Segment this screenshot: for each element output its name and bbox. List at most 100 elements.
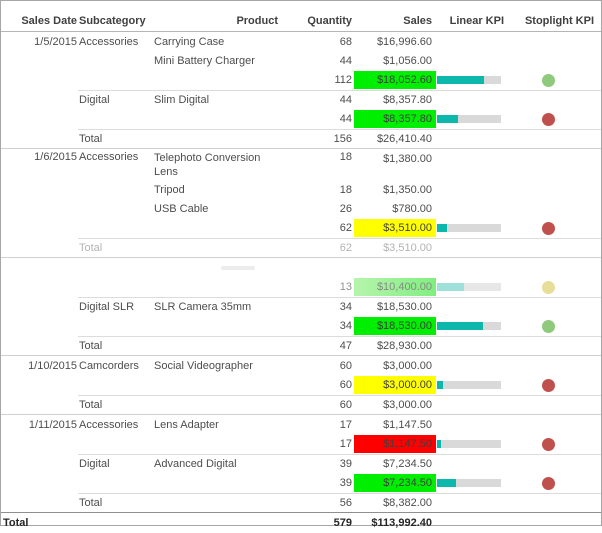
faded-row-artifact <box>221 265 255 270</box>
linear-kpi-cell <box>436 440 506 448</box>
linear-kpi-cell <box>436 322 506 330</box>
sales-highlight-green_faded: $10,400.00 <box>354 278 436 296</box>
sales-highlight-green: $18,052.60 <box>354 71 436 89</box>
grand-total-sales: $113,992.40 <box>371 517 432 529</box>
sales-cell: $8,382.00 <box>352 495 436 511</box>
quantity-cell: 44 <box>339 54 352 67</box>
grand-total-quantity: 579 <box>333 517 352 529</box>
faded-ghost-row <box>1 258 601 277</box>
stoplight-red-icon <box>542 378 555 392</box>
linear-kpi-cell <box>436 283 506 291</box>
linear-kpi-cell <box>436 76 506 84</box>
sales-highlight-yellow: $3,510.00 <box>354 219 436 237</box>
table-row: 1/5/2015 Accessories Carrying Case 68 $16,99… <box>1 32 601 51</box>
sales-value: $18,530.00 <box>376 300 432 313</box>
quantity-cell: 60 <box>339 398 352 411</box>
sales-cell: $8,357.80 <box>352 109 436 129</box>
sales-cell: $28,930.00 <box>352 338 436 354</box>
linear-kpi-fill <box>437 283 464 291</box>
sales-value: $26,410.40 <box>376 132 432 145</box>
table-row: Digital Slim Digital 44 $8,357.80 <box>1 90 601 109</box>
sales-cell: $7,234.50 <box>352 456 436 472</box>
product-cell: Mini Battery Charger <box>154 54 255 67</box>
sales-highlight-green: $8,357.80 <box>354 110 436 128</box>
linear-kpi-bar <box>437 322 501 330</box>
linear-kpi-cell <box>436 224 506 232</box>
stoplight-red-icon <box>542 112 555 126</box>
date-group-section: 13 $10,400.00 Digital SLR SLR Camera 35mm 34… <box>1 258 601 356</box>
sales-cell: $8,357.80 <box>352 92 436 108</box>
linear-kpi-fill <box>437 224 447 232</box>
column-header-subcategory: Subcategory <box>79 15 146 27</box>
product-cell: Carrying Case <box>154 35 225 48</box>
subcategory-cell: Camcorders <box>79 359 139 372</box>
linear-kpi-fill <box>437 381 444 389</box>
group-total-row: Total 60 $3,000.00 <box>1 395 601 414</box>
column-header-stoplight-kpi: Stoplight KPI <box>524 15 594 27</box>
stoplight-kpi-cell <box>506 476 601 490</box>
sales-highlight-green: $18,530.00 <box>354 317 436 335</box>
product-cell <box>154 265 286 270</box>
subcategory-cell: Digital <box>79 93 110 106</box>
sales-cell: $3,510.00 <box>352 240 436 256</box>
header-row: Sales Date Subcategory Product Quantity … <box>1 11 601 32</box>
sales-cell: $18,052.60 <box>352 70 436 90</box>
sales-date-cell: 1/11/2015 <box>28 418 77 431</box>
stoplight-yellow-icon <box>542 280 555 294</box>
linear-kpi-cell <box>436 479 506 487</box>
quantity-cell: 44 <box>339 113 352 125</box>
sales-cell: $3,510.00 <box>352 218 436 238</box>
sales-cell: $26,410.40 <box>352 131 436 147</box>
subtotal-row: 60 $3,000.00 <box>1 375 601 395</box>
quantity-cell: 13 <box>339 281 352 293</box>
sales-value: $3,510.00 <box>383 241 432 254</box>
total-label: Total <box>79 398 103 411</box>
subtotal-row: 13 $10,400.00 <box>1 277 601 297</box>
quantity-cell: 39 <box>339 457 352 470</box>
sales-value: $28,930.00 <box>376 339 432 352</box>
quantity-cell: 62 <box>339 241 352 254</box>
stoplight-kpi-cell <box>506 221 601 235</box>
group-total-row: Total 47 $28,930.00 <box>1 336 601 355</box>
quantity-cell: 39 <box>339 477 352 489</box>
table-row: USB Cable 26 $780.00 <box>1 199 601 218</box>
quantity-cell: 156 <box>333 132 352 145</box>
stoplight-kpi-cell <box>506 319 601 333</box>
sales-cell: $7,234.50 <box>352 473 436 493</box>
sales-cell: $1,380.00 <box>352 149 436 167</box>
sales-cell: $10,400.00 <box>352 277 436 297</box>
stoplight-kpi-cell <box>506 280 601 294</box>
sales-cell: $1,056.00 <box>352 53 436 69</box>
subcategory-cell: Digital SLR <box>79 300 135 313</box>
quantity-cell: 68 <box>339 35 352 48</box>
linear-kpi-cell <box>436 149 506 151</box>
table-row: 1/10/2015 Camcorders Social Videographer 60… <box>1 356 601 375</box>
linear-kpi-bar <box>437 479 501 487</box>
quantity-cell: 26 <box>339 202 352 215</box>
column-header-sales-date: Sales Date <box>21 15 77 27</box>
stoplight-green-icon <box>542 73 555 87</box>
sales-date-cell: 1/5/2015 <box>34 35 77 48</box>
linear-kpi-bar <box>437 224 501 232</box>
quantity-cell: 60 <box>339 359 352 372</box>
sales-cell: $3,000.00 <box>352 397 436 413</box>
stoplight-kpi-cell <box>506 112 601 126</box>
linear-kpi-fill <box>437 115 459 123</box>
sales-value: $8,382.00 <box>383 496 432 509</box>
linear-kpi-cell <box>436 115 506 123</box>
stoplight-green-icon <box>542 319 555 333</box>
linear-kpi-bar <box>437 381 501 389</box>
subcategory-cell: Accessories <box>79 418 139 431</box>
column-header-sales: Sales <box>403 15 432 27</box>
product-cell: Lens Adapter <box>154 418 219 431</box>
quantity-cell: 47 <box>339 339 352 352</box>
stoplight-red-icon <box>542 437 555 451</box>
subtotal-row: 17 $1,147.50 <box>1 434 601 454</box>
sales-highlight-green: $7,234.50 <box>354 474 436 492</box>
sales-cell: $1,147.50 <box>352 434 436 454</box>
sales-value: $1,056.00 <box>383 54 432 67</box>
group-total-row: Total 156 $26,410.40 <box>1 129 601 148</box>
table-row: 1/6/2015 Accessories Telephoto Conversion … <box>1 149 601 180</box>
table-row: 1/11/2015 Accessories Lens Adapter 17 $1,147… <box>1 415 601 434</box>
